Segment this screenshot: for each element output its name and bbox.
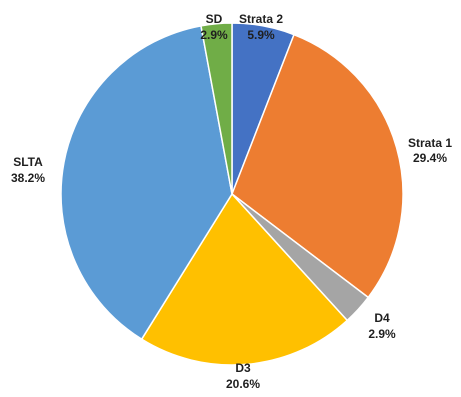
slice-label-value: 29.4% [413, 151, 447, 165]
pie-slices [60, 22, 404, 366]
slice-label-value: 20.6% [226, 377, 260, 391]
slice-label-name: SLTA [13, 155, 43, 169]
pie-slice-d3 [140, 192, 349, 366]
slice-label-name: Strata 2 [239, 12, 283, 26]
pie-slice-strata-1 [231, 33, 404, 299]
slice-label-value: 2.9% [368, 327, 396, 341]
slice-label-name: D3 [235, 361, 251, 375]
slice-label-value: 5.9% [247, 28, 275, 42]
pie-labels: Strata 2 5.9% Strata 129.4% D4 2.9% D3 20.6% SL… [11, 12, 452, 391]
pie-slice-slta [60, 24, 233, 341]
slice-label-value: 2.9% [200, 28, 228, 42]
slice-label-name: D4 [374, 311, 390, 325]
slice-label-value: 38.2% [11, 171, 45, 185]
slice-label-name: SD [206, 12, 223, 26]
pie-slice-sd [200, 22, 233, 195]
slice-label-name: Strata 1 [408, 136, 452, 150]
